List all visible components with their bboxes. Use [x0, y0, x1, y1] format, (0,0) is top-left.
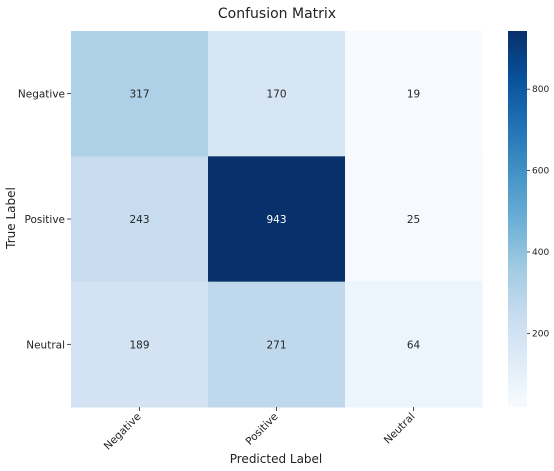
y-tick-label: Positive [25, 214, 65, 226]
heatmap-cell [345, 31, 483, 157]
heatmap-cells: 317 170 19 243 943 25 189 271 64 [71, 31, 483, 408]
colorbar-tick-label: 200 [532, 329, 549, 339]
heatmap-cell [345, 156, 483, 283]
heatmap-cell [71, 31, 209, 157]
chart-title: Confusion Matrix [218, 6, 336, 22]
heatmap-cell [208, 31, 346, 157]
colorbar: 200 400 600 800 [508, 31, 549, 407]
heatmap-cell [208, 281, 346, 408]
cell-value-label: 243 [129, 214, 149, 226]
x-axis-label: Predicted Label [230, 452, 323, 466]
x-tick-label: Neutral [382, 411, 418, 447]
colorbar-tick-label: 600 [532, 167, 549, 177]
heatmap-cell [208, 156, 346, 283]
y-axis-label: True Label [4, 187, 18, 250]
heatmap-cell [71, 281, 209, 408]
cell-value-label: 943 [266, 214, 286, 226]
cell-value-label: 317 [129, 89, 149, 101]
colorbar-tick-label: 800 [532, 85, 549, 95]
y-tick-labels: Negative Positive Neutral [18, 89, 71, 351]
x-tick-label: Negative [102, 411, 144, 453]
colorbar-tick-label: 400 [532, 248, 549, 258]
x-tick-label: Positive [244, 411, 281, 448]
cell-value-label: 19 [407, 89, 420, 101]
x-tick-labels: Negative Positive Neutral [102, 407, 418, 452]
heatmap-cell [345, 281, 483, 408]
cell-value-label: 189 [129, 339, 149, 351]
cell-value-label: 25 [407, 214, 420, 226]
cell-value-label: 271 [266, 339, 286, 351]
y-tick-label: Neutral [26, 339, 65, 351]
y-tick-label: Negative [18, 89, 65, 101]
cell-value-label: 170 [266, 89, 286, 101]
colorbar-gradient [508, 31, 527, 407]
cell-value-label: 64 [407, 339, 421, 351]
heatmap-cell [71, 156, 209, 283]
